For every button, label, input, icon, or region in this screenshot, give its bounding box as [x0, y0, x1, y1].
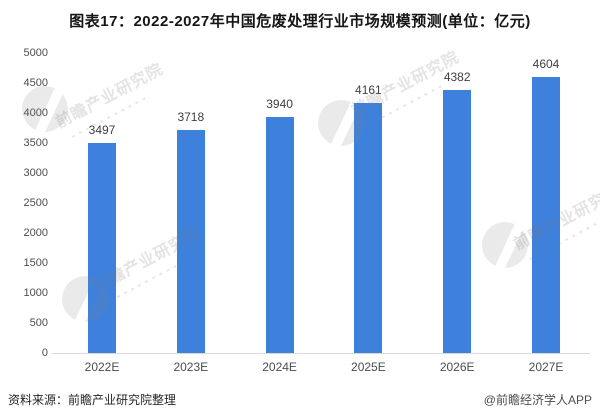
- x-axis-label: 2024E: [262, 360, 297, 374]
- bar: [354, 103, 383, 353]
- bar: [532, 76, 560, 353]
- source-note: 资料来源：前瞻产业研究院整理: [8, 393, 177, 407]
- bar: [88, 143, 116, 353]
- x-axis-label: 2025E: [351, 360, 386, 374]
- y-axis-label: 5000: [23, 47, 48, 59]
- y-axis-label: 4500: [23, 77, 48, 89]
- bar: [265, 116, 294, 353]
- chart-title: 图表17：2022-2027年中国危废处理行业市场规模预测(单位：亿元): [69, 13, 531, 30]
- bar-value-label: 4382: [443, 70, 471, 85]
- x-axis-label: 2022E: [84, 360, 120, 374]
- y-axis-label: 0: [41, 347, 48, 359]
- y-axis-label: 500: [29, 317, 48, 329]
- x-axis-label: 2023E: [173, 360, 209, 374]
- bar-value-label: 3718: [177, 109, 205, 124]
- bar-value-label: 3940: [266, 96, 293, 111]
- y-axis-label: 4000: [23, 107, 48, 119]
- bar: [443, 90, 472, 353]
- y-axis-label: 2500: [23, 197, 48, 209]
- x-axis-line: [52, 353, 590, 354]
- y-axis-label: 3500: [23, 137, 48, 149]
- bar-value-label: 4161: [355, 83, 382, 98]
- x-axis-label: 2026E: [439, 360, 475, 374]
- bar-value-label: 4604: [532, 56, 560, 71]
- y-axis-label: 1000: [23, 287, 48, 299]
- bar: [176, 129, 205, 353]
- credit-note: @前瞻经济学人APP: [483, 393, 592, 407]
- bar-value-label: 3497: [88, 123, 116, 138]
- y-axis-label: 3000: [23, 167, 48, 179]
- y-axis-label: 2000: [23, 227, 48, 239]
- x-axis-label: 2027E: [528, 360, 564, 374]
- y-axis-label: 1500: [23, 257, 48, 269]
